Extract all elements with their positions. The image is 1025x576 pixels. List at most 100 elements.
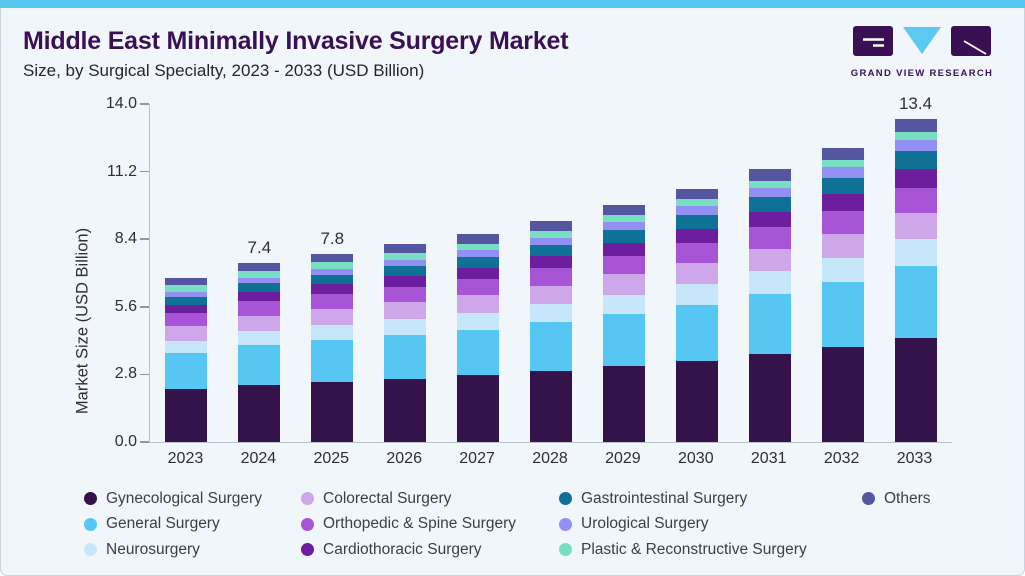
bar-2028 <box>529 221 572 442</box>
legend-row: Gynecological Surgery Colorectal Surgery G… <box>84 486 1008 512</box>
segment-gynecological-surgery-2024 <box>238 384 281 442</box>
legend-dot-gynecological-surgery <box>84 492 97 506</box>
legend-item-neurosurgery: Neurosurgery <box>84 541 301 559</box>
segment-colorectal-surgery-2026 <box>384 302 427 320</box>
y-tick-mark <box>140 103 149 105</box>
segment-colorectal-surgery-2027 <box>457 295 500 314</box>
segment-others-2029 <box>602 205 645 216</box>
segment-gynecological-surgery-2030 <box>675 360 718 442</box>
legend-label-urological-surgery: Urological Surgery <box>581 515 709 533</box>
segment-gynecological-surgery-2032 <box>821 347 864 442</box>
segment-neurosurgery-2029 <box>602 294 645 314</box>
x-axis-label-2032: 2032 <box>823 450 860 467</box>
legend-label-plastic-reconstructive-surgery: Plastic & Reconstructive Surgery <box>581 540 807 558</box>
segment-gastrointestinal-surgery-2032 <box>821 177 864 195</box>
segment-urological-surgery-2032 <box>821 167 864 178</box>
segment-plastic-reconstructive-surgery-2030 <box>675 199 718 207</box>
bar-2023 <box>165 278 208 442</box>
legend-dot-general-surgery <box>84 517 97 531</box>
segment-plastic-reconstructive-surgery-2027 <box>457 243 500 251</box>
segment-gynecological-surgery-2028 <box>529 371 572 442</box>
bar-column-2031 <box>733 104 806 442</box>
segment-colorectal-surgery-2031 <box>748 248 791 272</box>
x-axis-label-2026: 2026 <box>386 450 422 467</box>
segment-gastrointestinal-surgery-2023 <box>165 296 208 305</box>
x-axis-label-2027: 2027 <box>459 450 495 467</box>
segment-plastic-reconstructive-surgery-2026 <box>384 252 427 260</box>
segment-others-2025 <box>311 253 354 262</box>
segment-colorectal-surgery-2023 <box>165 326 208 341</box>
segment-orthopedic-spine-surgery-2025 <box>311 293 354 309</box>
segment-neurosurgery-2032 <box>821 257 864 283</box>
bar-total-label-2024: 7.4 <box>247 238 272 258</box>
segment-general-surgery-2027 <box>457 329 500 376</box>
segment-neurosurgery-2024 <box>238 331 281 346</box>
segment-colorectal-surgery-2024 <box>238 315 281 332</box>
segment-neurosurgery-2028 <box>529 304 572 323</box>
bar-column-2023 <box>150 104 223 442</box>
segment-gynecological-surgery-2023 <box>165 389 208 442</box>
y-tick-label-0.0: 0.0 <box>114 433 137 450</box>
segment-colorectal-surgery-2029 <box>602 274 645 295</box>
segment-others-2026 <box>384 244 427 253</box>
segment-plastic-reconstructive-surgery-2029 <box>602 215 645 223</box>
segment-gastrointestinal-surgery-2029 <box>602 230 645 244</box>
segment-orthopedic-spine-surgery-2027 <box>457 278 500 296</box>
legend-dot-gastrointestinal-surgery <box>559 492 572 506</box>
logo-marks <box>853 26 991 61</box>
segment-orthopedic-spine-surgery-2026 <box>384 286 427 303</box>
segment-gastrointestinal-surgery-2026 <box>384 265 427 277</box>
bar-2032 <box>821 147 864 442</box>
segment-general-surgery-2029 <box>602 313 645 366</box>
segment-general-surgery-2031 <box>748 294 791 355</box>
bar-column-2027 <box>442 104 515 442</box>
stacked-bar-chart: Market Size (USD Billion) 14.0 11.2 8.4 5.6… <box>1 8 1024 575</box>
bar-2030 <box>675 188 718 442</box>
legend-dot-neurosurgery <box>84 543 97 557</box>
segment-plastic-reconstructive-surgery-2031 <box>748 180 791 188</box>
segment-gastrointestinal-surgery-2025 <box>311 274 354 285</box>
legend-label-general-surgery: General Surgery <box>106 515 220 533</box>
segment-gynecological-surgery-2031 <box>748 354 791 442</box>
segment-gastrointestinal-surgery-2030 <box>675 215 718 229</box>
segment-orthopedic-spine-surgery-2023 <box>165 313 208 327</box>
legend-label-colorectal-surgery: Colorectal Surgery <box>323 489 452 507</box>
segment-urological-surgery-2027 <box>457 250 500 258</box>
segment-others-2028 <box>529 221 572 231</box>
grand-view-research-logo: GRAND VIEW RESEARCH <box>844 26 1000 79</box>
legend-label-orthopedic-spine-surgery: Orthopedic & Spine Surgery <box>323 515 516 533</box>
segment-gastrointestinal-surgery-2027 <box>457 257 500 268</box>
segment-urological-surgery-2026 <box>384 259 427 266</box>
segment-neurosurgery-2023 <box>165 340 208 354</box>
segment-cardiothoracic-surgery-2025 <box>311 284 354 294</box>
bar-2029 <box>602 205 645 442</box>
legend-label-gynecological-surgery: Gynecological Surgery <box>106 489 262 507</box>
segment-urological-surgery-2023 <box>165 291 208 297</box>
segment-plastic-reconstructive-surgery-2032 <box>821 160 864 168</box>
x-axis-label-2029: 2029 <box>605 450 641 467</box>
legend-row: General Surgery Orthopedic & Spine Surger… <box>84 512 1008 538</box>
segment-cardiothoracic-surgery-2024 <box>238 292 281 302</box>
segment-urological-surgery-2025 <box>311 268 354 275</box>
infographic-card: Middle East Minimally Invasive Surgery M… <box>0 8 1025 576</box>
logo-r-icon <box>951 26 991 61</box>
y-tick-mark <box>140 238 149 240</box>
legend-label-neurosurgery: Neurosurgery <box>106 540 200 558</box>
legend-item-general-surgery: General Surgery <box>84 515 301 533</box>
segment-orthopedic-spine-surgery-2024 <box>238 301 281 316</box>
segment-cardiothoracic-surgery-2026 <box>384 276 427 287</box>
y-tick-mark <box>140 373 149 376</box>
segment-urological-surgery-2030 <box>675 206 718 216</box>
legend-label-gastrointestinal-surgery: Gastrointestinal Surgery <box>581 489 748 507</box>
legend-label-cardiothoracic-surgery: Cardiothoracic Surgery <box>323 540 482 558</box>
segment-cardiothoracic-surgery-2029 <box>602 243 645 256</box>
segment-gastrointestinal-surgery-2024 <box>238 283 281 293</box>
y-tick-label-5.6: 5.6 <box>114 297 137 315</box>
segment-neurosurgery-2026 <box>384 319 427 336</box>
plot-area: 7.4 7.8 13.4 <box>149 94 952 443</box>
page-subtitle: Size, by Surgical Specialty, 2023 - 2033… <box>23 60 425 80</box>
x-axis-label-2031: 2031 <box>750 450 787 467</box>
legend-item-orthopedic-spine-surgery: Orthopedic & Spine Surgery <box>301 515 559 533</box>
legend-dot-orthopedic-spine-surgery <box>301 517 314 531</box>
legend-item-colorectal-surgery: Colorectal Surgery <box>301 490 559 508</box>
